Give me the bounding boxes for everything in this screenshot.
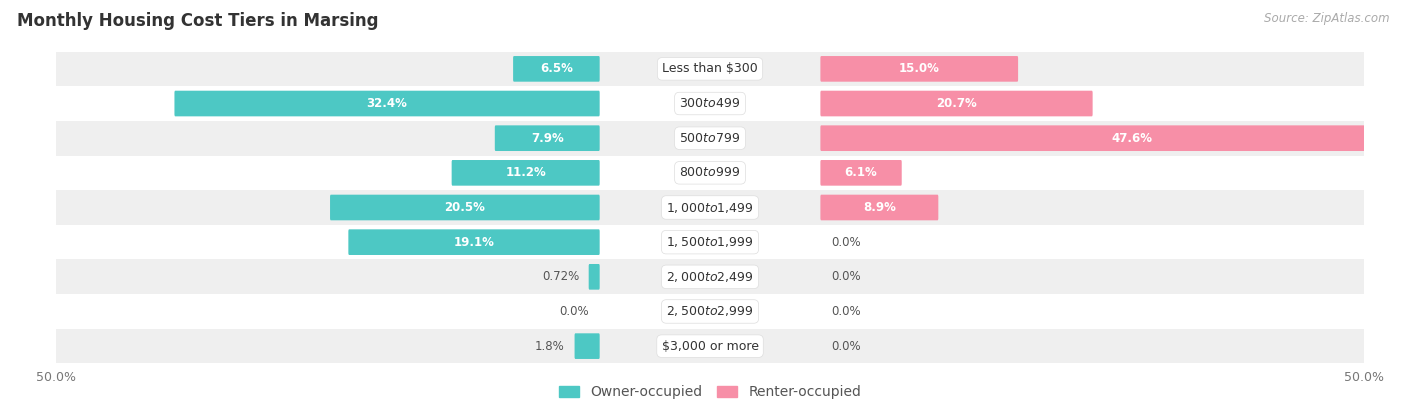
- Bar: [56, 86, 1364, 121]
- Bar: [56, 225, 1364, 259]
- Bar: [56, 190, 1364, 225]
- FancyBboxPatch shape: [820, 195, 938, 220]
- Text: 0.0%: 0.0%: [558, 305, 589, 318]
- Text: $3,000 or more: $3,000 or more: [662, 339, 758, 353]
- FancyBboxPatch shape: [820, 125, 1406, 151]
- FancyBboxPatch shape: [495, 125, 600, 151]
- Text: 15.0%: 15.0%: [898, 62, 939, 76]
- FancyBboxPatch shape: [820, 91, 1092, 116]
- Text: $1,000 to $1,499: $1,000 to $1,499: [666, 200, 754, 215]
- Text: 6.1%: 6.1%: [845, 166, 877, 179]
- Text: $500 to $799: $500 to $799: [679, 132, 741, 145]
- Text: $2,500 to $2,999: $2,500 to $2,999: [666, 305, 754, 318]
- Text: 1.8%: 1.8%: [536, 339, 565, 353]
- Bar: [56, 121, 1364, 156]
- Text: Less than $300: Less than $300: [662, 62, 758, 76]
- FancyBboxPatch shape: [575, 333, 600, 359]
- Text: 47.6%: 47.6%: [1112, 132, 1153, 145]
- FancyBboxPatch shape: [513, 56, 600, 82]
- Text: 0.72%: 0.72%: [541, 270, 579, 283]
- Bar: [56, 294, 1364, 329]
- Text: 20.5%: 20.5%: [444, 201, 485, 214]
- Bar: [56, 259, 1364, 294]
- Text: $800 to $999: $800 to $999: [679, 166, 741, 179]
- Bar: [56, 51, 1364, 86]
- Bar: [56, 329, 1364, 364]
- Text: 0.0%: 0.0%: [831, 339, 862, 353]
- Text: 6.5%: 6.5%: [540, 62, 572, 76]
- Text: 20.7%: 20.7%: [936, 97, 977, 110]
- Bar: [56, 156, 1364, 190]
- Text: 0.0%: 0.0%: [831, 236, 862, 249]
- Text: 8.9%: 8.9%: [863, 201, 896, 214]
- Text: $1,500 to $1,999: $1,500 to $1,999: [666, 235, 754, 249]
- FancyBboxPatch shape: [451, 160, 600, 186]
- Text: 7.9%: 7.9%: [531, 132, 564, 145]
- Text: 0.0%: 0.0%: [831, 305, 862, 318]
- FancyBboxPatch shape: [349, 229, 600, 255]
- Text: $2,000 to $2,499: $2,000 to $2,499: [666, 270, 754, 284]
- Legend: Owner-occupied, Renter-occupied: Owner-occupied, Renter-occupied: [558, 385, 862, 399]
- Text: Source: ZipAtlas.com: Source: ZipAtlas.com: [1264, 12, 1389, 25]
- FancyBboxPatch shape: [174, 91, 600, 116]
- Text: $300 to $499: $300 to $499: [679, 97, 741, 110]
- FancyBboxPatch shape: [589, 264, 600, 290]
- Text: 11.2%: 11.2%: [505, 166, 546, 179]
- FancyBboxPatch shape: [330, 195, 600, 220]
- Text: Monthly Housing Cost Tiers in Marsing: Monthly Housing Cost Tiers in Marsing: [17, 12, 378, 30]
- FancyBboxPatch shape: [820, 160, 901, 186]
- Text: 32.4%: 32.4%: [367, 97, 408, 110]
- Text: 19.1%: 19.1%: [454, 236, 495, 249]
- FancyBboxPatch shape: [820, 56, 1018, 82]
- Text: 0.0%: 0.0%: [831, 270, 862, 283]
